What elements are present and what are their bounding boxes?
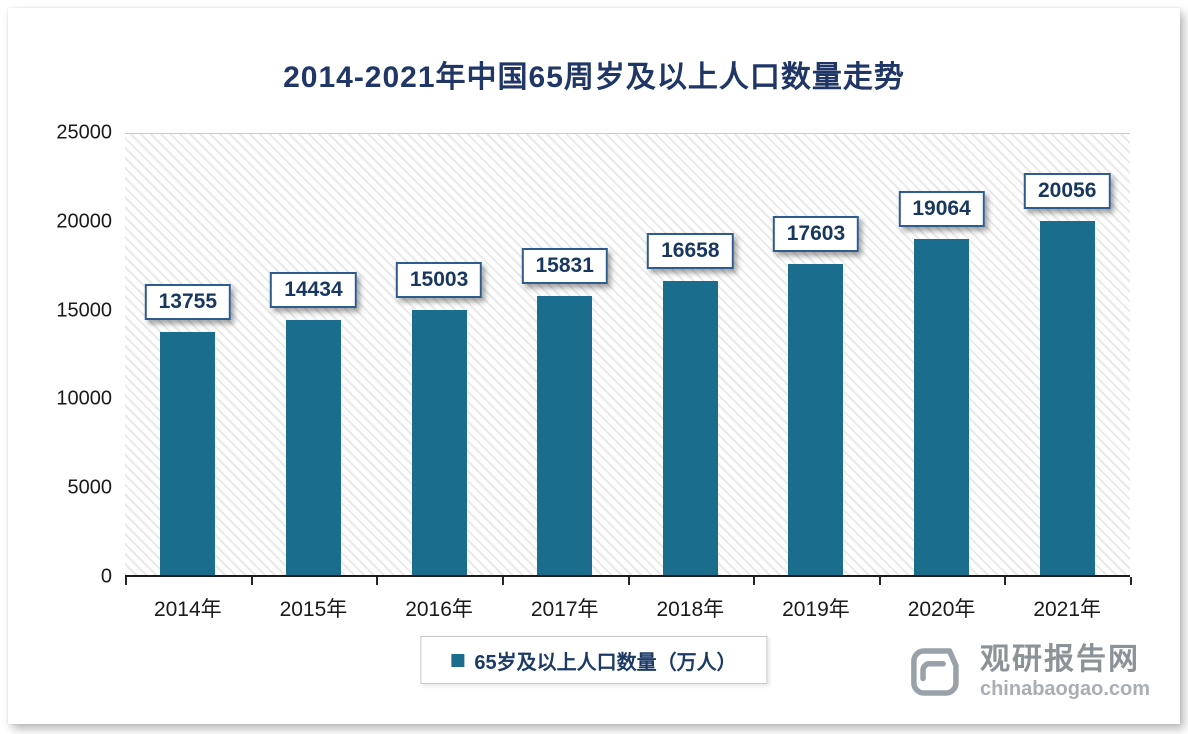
y-tick-label: 25000: [56, 121, 112, 144]
chinabaogao-logo-icon: [911, 648, 959, 696]
x-axis-tick: [1130, 577, 1132, 585]
legend-swatch: [451, 653, 465, 667]
watermark-name: 观研报告网: [979, 643, 1140, 677]
bar: [411, 310, 467, 575]
bar-value-label: 15831: [521, 247, 608, 284]
x-axis-label: 2015年: [279, 598, 348, 621]
y-axis: 0 5000 10000 15000 20000 25000: [8, 122, 113, 588]
bar-value-label: 16658: [647, 233, 734, 270]
x-axis-tick: [753, 577, 756, 585]
x-axis-label: 2016年: [405, 598, 473, 621]
bar-column: 15003: [376, 134, 502, 575]
x-axis-tick: [501, 577, 504, 585]
x-axis-label: 2017年: [530, 598, 599, 621]
bar-value-label: 17603: [772, 216, 860, 253]
bar: [1039, 221, 1095, 575]
bar-value-label: 19064: [898, 190, 985, 227]
y-tick-label: 20000: [56, 210, 112, 233]
y-tick-label: 10000: [56, 387, 112, 410]
watermark-domain: chinabaogao.com: [979, 677, 1150, 700]
plot-area: 13755 14434 15003 15831 16658 17603 19064 20056: [125, 133, 1132, 585]
bar-value-label: 15003: [395, 262, 483, 299]
chart-title: 2014-2021年中国65周岁及以上人口数量走势: [283, 61, 905, 94]
y-tick-label: 0: [100, 565, 112, 588]
bar-value-label: 20056: [1023, 173, 1111, 210]
watermark-text: 观研报告网 chinabaogao.com: [980, 643, 1150, 701]
bar-column: 16658: [628, 134, 754, 575]
x-axis-label: 2021年: [1033, 598, 1102, 621]
bar-column: 15831: [502, 134, 628, 575]
chart-card: 2014-2021年中国65周岁及以上人口数量走势 0 5000 10000 1500…: [8, 8, 1180, 724]
bar-value-label: 13755: [144, 284, 232, 321]
legend-label: 65岁及以上人口数量（万人）: [474, 651, 737, 674]
x-axis-label: 2014年: [153, 598, 222, 621]
bar-value-label: 14434: [270, 272, 357, 309]
x-axis-tick: [1004, 577, 1007, 585]
x-axis-tick: [878, 577, 881, 585]
legend: 65岁及以上人口数量（万人）: [420, 636, 768, 684]
bar-column: 20056: [1004, 134, 1130, 575]
y-tick-label: 15000: [56, 299, 112, 322]
bar-column: 19064: [879, 134, 1005, 575]
bar-column: 13755: [125, 134, 251, 575]
x-axis-label: 2019年: [782, 598, 850, 621]
x-axis-label: 2018年: [656, 598, 725, 621]
x-axis-label: 2020年: [907, 598, 976, 621]
bar: [788, 264, 844, 575]
bar-column: 14434: [251, 134, 377, 575]
bar: [537, 295, 593, 575]
bar: [914, 238, 970, 575]
bar-column: 17603: [753, 134, 879, 575]
bar: [662, 281, 718, 575]
bar: [285, 320, 341, 575]
watermark: 观研报告网 chinabaogao.com: [902, 640, 1150, 704]
bar: [160, 332, 216, 575]
x-axis-tick: [125, 577, 127, 585]
x-axis-tick: [376, 577, 379, 585]
y-tick-label: 5000: [67, 476, 113, 499]
x-axis-tick: [250, 577, 253, 585]
x-axis-labels: 2014年 2015年 2016年 2017年 2018年 2019年 2020年 2021年: [125, 593, 1130, 623]
x-axis-tick: [627, 577, 630, 585]
